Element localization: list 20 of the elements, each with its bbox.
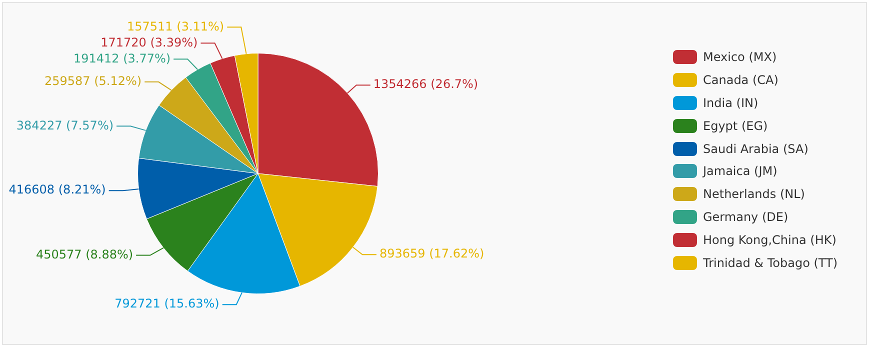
legend-label: Netherlands (NL) (703, 187, 805, 202)
data-label: 1354266 (26.7%) (373, 77, 478, 92)
legend-label: Canada (CA) (703, 73, 778, 88)
legend-label: Trinidad & Tobago (TT) (703, 256, 838, 270)
legend-label: Jamaica (JM) (703, 164, 778, 178)
legend-label: Hong Kong,China (HK) (703, 232, 836, 247)
legend-label: Egypt (EG) (703, 118, 768, 133)
data-label: 191412 (3.77%) (73, 51, 171, 66)
data-label: 171720 (3.39%) (100, 35, 198, 50)
data-label: 384227 (7.57%) (16, 118, 114, 132)
data-label: 259587 (5.12%) (44, 74, 142, 88)
legend-label: Saudi Arabia (SA) (703, 142, 808, 156)
legend-label: India (IN) (703, 96, 758, 110)
legend-label: Mexico (MX) (703, 50, 777, 64)
data-label: 157511 (3.11%) (127, 19, 224, 34)
data-label: 450577 (8.88%) (36, 247, 134, 262)
data-label: 416608 (8.21%) (8, 182, 106, 197)
data-label: 792721 (15.63%) (114, 296, 220, 311)
data-label: 893659 (17.62%) (379, 246, 484, 261)
legend-label: Germany (DE) (703, 210, 788, 224)
